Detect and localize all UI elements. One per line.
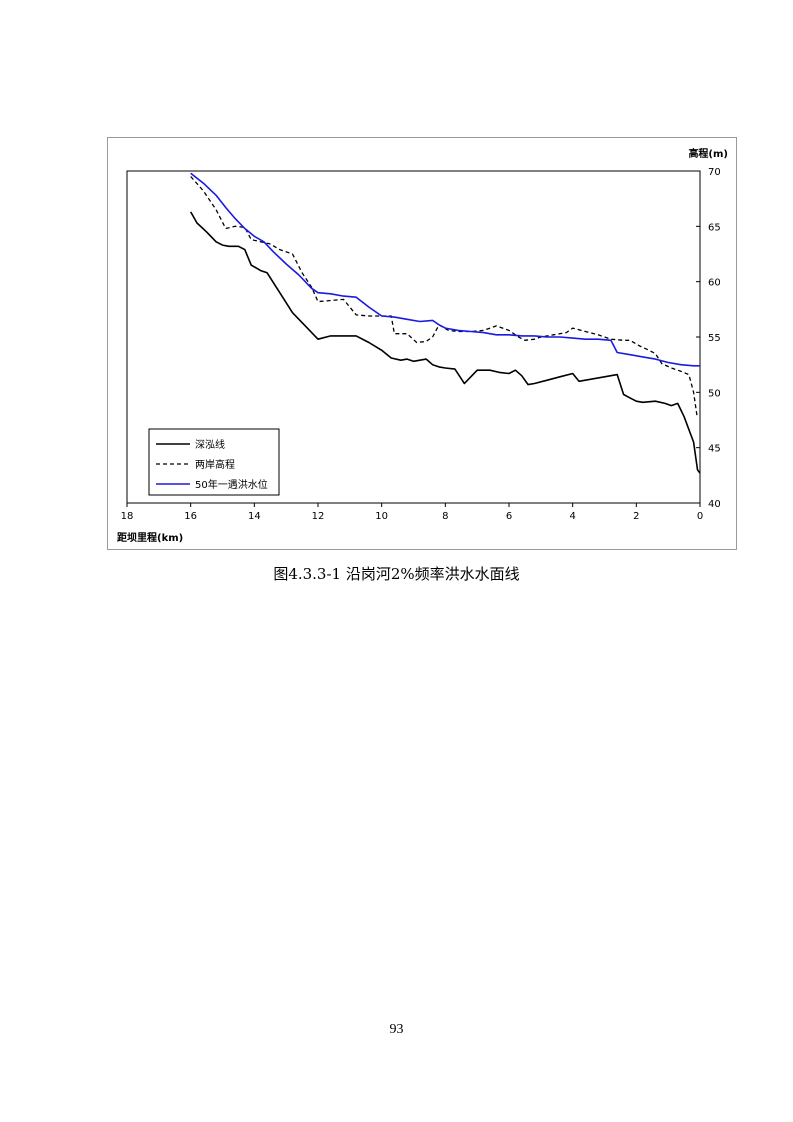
y-tick-label: 45: [708, 444, 721, 455]
y-tick-label: 50: [708, 388, 721, 399]
figure-caption: 图4.3.3-1 沿岗河2%频率洪水水面线: [273, 565, 520, 583]
x-tick-label: 16: [184, 511, 197, 522]
y-tick-label: 65: [708, 222, 721, 233]
x-axis-ticks: 18 16 14 12 10 8 6 4 2 0: [121, 503, 703, 522]
x-tick-label: 18: [121, 511, 134, 522]
y-tick-label: 70: [708, 167, 721, 178]
series-line-1: [190, 176, 701, 417]
x-tick-label: 4: [569, 511, 575, 522]
chart-frame: 18 16 14 12 10 8 6 4 2 0 40 45 50 55 60 65 70 距坝里程(km) …: [107, 137, 737, 550]
y-tick-label: 60: [708, 278, 721, 289]
x-tick-label: 2: [633, 511, 639, 522]
legend-label-1: 两岸高程: [195, 458, 235, 471]
x-tick-label: 12: [312, 511, 325, 522]
x-tick-label: 6: [506, 511, 512, 522]
series-layer: [190, 172, 701, 474]
y-tick-label: 55: [708, 333, 721, 344]
page-number: 93: [389, 1022, 404, 1037]
legend-label-2: 50年一遇洪水位: [195, 478, 268, 491]
x-axis-title: 距坝里程(km): [117, 531, 183, 544]
y-axis-ticks: 40 45 50 55 60 65 70: [696, 167, 721, 510]
legend-label-0: 深泓线: [195, 438, 225, 451]
series-line-0: [190, 211, 701, 474]
x-tick-label: 14: [248, 511, 261, 522]
x-tick-label: 8: [442, 511, 448, 522]
x-tick-label: 10: [375, 511, 388, 522]
series-line-2: [190, 172, 700, 367]
x-tick-label: 0: [697, 511, 703, 522]
y-axis-title: 高程(m): [688, 147, 728, 160]
y-tick-label: 40: [708, 499, 721, 510]
